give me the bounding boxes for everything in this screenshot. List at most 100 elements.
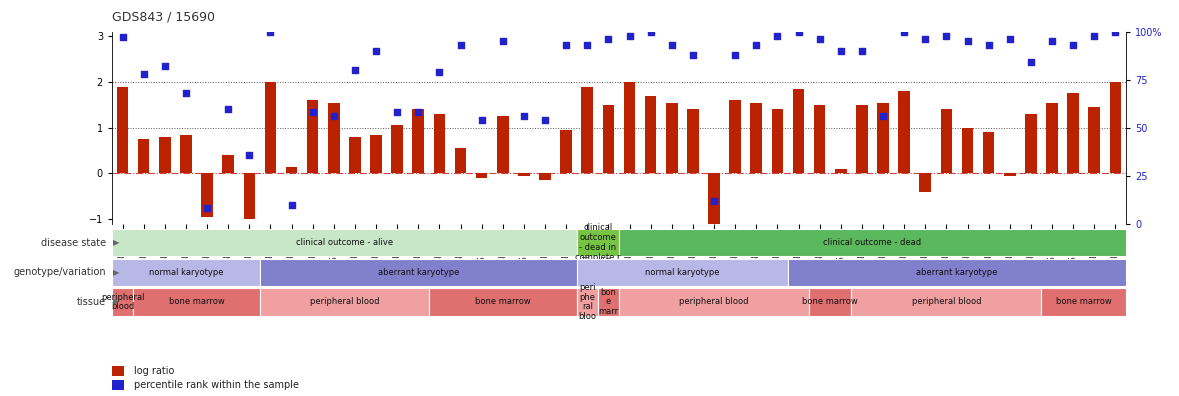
Text: clinical outcome - dead: clinical outcome - dead [823, 238, 922, 247]
Bar [809, 288, 851, 316]
Point [452, 42, 470, 48]
Bar [687, 109, 699, 173]
Point [578, 42, 597, 48]
Bar [1088, 107, 1100, 173]
Point [1085, 32, 1104, 39]
Bar [285, 167, 297, 173]
Point [556, 42, 575, 48]
Bar [898, 91, 910, 173]
Point [874, 113, 893, 119]
Bar [730, 100, 740, 173]
Bar [941, 109, 953, 173]
Bar [518, 173, 529, 176]
Point [937, 32, 956, 39]
Text: bon
e
marr: bon e marr [599, 288, 619, 316]
Point [831, 48, 850, 54]
Point [514, 113, 533, 119]
Bar [619, 288, 809, 316]
Text: genotype/variation: genotype/variation [13, 267, 106, 277]
Point [134, 71, 153, 77]
Bar [666, 103, 678, 173]
Bar [349, 137, 361, 173]
Bar [920, 173, 931, 192]
Text: GDS843 / 15690: GDS843 / 15690 [112, 11, 215, 24]
Bar [264, 82, 276, 173]
Bar [413, 109, 424, 173]
Point [282, 201, 301, 208]
Text: clinical
outcome
- dead in
complete r: clinical outcome - dead in complete r [575, 223, 620, 262]
Bar [577, 259, 788, 286]
Point [473, 117, 492, 123]
Point [1000, 36, 1019, 42]
Bar [117, 87, 129, 173]
Point [219, 105, 238, 112]
Bar [133, 288, 259, 316]
Text: bone marrow: bone marrow [803, 297, 858, 307]
Text: peripheral blood: peripheral blood [911, 297, 981, 307]
Bar [577, 288, 598, 316]
Text: bone marrow: bone marrow [1056, 297, 1112, 307]
Point [705, 198, 724, 204]
Point [746, 42, 765, 48]
Bar [624, 82, 635, 173]
Text: percentile rank within the sample: percentile rank within the sample [134, 380, 299, 390]
Bar [1109, 82, 1121, 173]
Bar [1025, 114, 1036, 173]
Bar [577, 229, 619, 256]
Bar [455, 148, 467, 173]
Bar [619, 229, 1126, 256]
Text: clinical outcome - alive: clinical outcome - alive [296, 238, 393, 247]
Point [156, 63, 174, 69]
Bar [962, 128, 974, 173]
Bar [476, 173, 487, 178]
Bar [202, 173, 213, 217]
Text: normal karyotype: normal karyotype [149, 268, 223, 277]
Point [177, 90, 196, 96]
Bar [602, 105, 614, 173]
Point [239, 151, 258, 158]
Point [1063, 42, 1082, 48]
Point [959, 38, 977, 44]
Point [1042, 38, 1061, 44]
Point [535, 117, 554, 123]
Point [324, 113, 343, 119]
Bar [259, 288, 429, 316]
Point [493, 38, 512, 44]
Point [303, 109, 322, 116]
Bar [645, 96, 657, 173]
Point [916, 36, 935, 42]
Bar [771, 109, 783, 173]
Text: aberrant karyotype: aberrant karyotype [377, 268, 459, 277]
Bar [112, 366, 124, 376]
Text: log ratio: log ratio [134, 366, 174, 376]
Text: ▶: ▶ [113, 238, 120, 247]
Point [768, 32, 786, 39]
Point [810, 36, 829, 42]
Text: peripheral
blood: peripheral blood [101, 293, 144, 311]
Bar [560, 130, 572, 173]
Bar [598, 288, 619, 316]
Text: bone marrow: bone marrow [169, 297, 224, 307]
Point [852, 48, 871, 54]
Text: peripheral blood: peripheral blood [310, 297, 380, 307]
Bar [1067, 93, 1079, 173]
Point [367, 48, 386, 54]
Bar [581, 87, 593, 173]
Bar [498, 116, 508, 173]
Bar [856, 105, 868, 173]
Bar [877, 103, 889, 173]
Bar [138, 139, 150, 173]
Bar [1046, 103, 1058, 173]
Point [684, 51, 703, 58]
Bar [159, 137, 171, 173]
Point [430, 69, 449, 75]
Point [113, 34, 132, 41]
Point [1021, 59, 1040, 66]
Bar [709, 173, 720, 235]
Bar [244, 173, 255, 219]
Text: aberrant karyotype: aberrant karyotype [916, 268, 997, 277]
Text: peri
phe
ral
bloo: peri phe ral bloo [578, 283, 597, 321]
Bar [539, 173, 551, 180]
Bar [180, 135, 192, 173]
Bar [223, 155, 233, 173]
